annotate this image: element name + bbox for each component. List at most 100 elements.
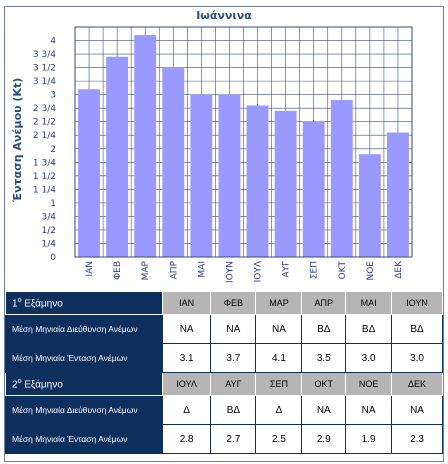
bar	[190, 94, 213, 257]
y-tick-label: 2 3/4	[33, 104, 56, 114]
intensity-cell: 4.1	[255, 343, 303, 373]
month-header: ΙΑΝ	[161, 291, 212, 315]
intensity-cell: 2.7	[210, 424, 257, 454]
month-header: ΜΑΙ	[345, 291, 393, 315]
y-tick-label: 3 1/2	[33, 64, 56, 74]
y-tick-label: 1 1/4	[33, 185, 56, 195]
y-tick-label: 1	[50, 199, 56, 209]
month-header: ΣΕΠ	[255, 372, 303, 396]
sem2-label: 2ο Εξάμηνο	[5, 372, 163, 396]
y-tick-label: 2	[50, 145, 56, 155]
direction-cell: Δ	[255, 395, 303, 425]
x-tick-label: ΙΟΥΛ	[254, 260, 264, 282]
x-tick-label: ΑΥΓ	[282, 261, 292, 278]
bar	[246, 105, 269, 258]
y-axis-label: Ένταση Ανέμου (Kt)	[11, 78, 24, 203]
bar	[330, 100, 353, 257]
x-tick-label: ΜΑΙ	[197, 261, 207, 278]
x-tick-label: ΙΟΥΝ	[225, 261, 235, 283]
x-tick-label: ΙΑΝ	[85, 261, 95, 277]
x-tick-label: ΣΕΠ	[310, 261, 320, 279]
direction-label: Μέση Μηνιαία Διεύθυνση Ανέμων	[5, 314, 163, 344]
direction-cell: ΒΔ	[345, 314, 393, 344]
y-tick-label: 3 1/4	[33, 77, 56, 87]
direction-cell: ΝΑ	[210, 314, 257, 344]
y-tick-label: 0	[50, 253, 56, 263]
sem2-intensity-row: Μέση Μηνιαία Ένταση Ανέμων 2.8 2.7 2.5 2…	[5, 424, 443, 454]
bars	[78, 35, 409, 258]
x-tick-label: ΑΠΡ	[169, 260, 179, 279]
intensity-label: Μέση Μηνιαία Ένταση Ανέμων	[5, 343, 163, 373]
x-tick-label: ΔΕΚ	[394, 260, 404, 279]
month-header: ΦΕΒ	[210, 291, 257, 315]
direction-cell: ΒΔ	[391, 314, 443, 344]
x-ticks: ΙΑΝ ΦΕΒ ΜΑΡ ΑΠΡ ΜΑΙ ΙΟΥΝ ΙΟΥΛ ΑΥΓ ΣΕΠ ΟΚΤ ΝΟΕ ΔΕΚ	[85, 260, 404, 283]
bar	[358, 154, 381, 257]
direction-cell: ΝΑ	[391, 395, 443, 425]
direction-cell: ΝΑ	[345, 395, 393, 425]
sem1-direction-row: Μέση Μηνιαία Διεύθυνση Ανέμων ΝΑ ΝΑ ΝΑ Β…	[5, 314, 443, 344]
sem2-header-row: 2ο Εξάμηνο ΙΟΥΛ ΑΥΓ ΣΕΠ ΟΚΤ ΝΟΕ ΔΕΚ	[5, 372, 443, 396]
bar	[387, 132, 409, 257]
sem1-sup: ο	[17, 296, 22, 304]
month-header: ΟΚΤ	[301, 372, 347, 396]
y-tick-label: 3	[50, 91, 56, 101]
sem1-text: Εξάμηνο	[21, 298, 63, 310]
chart-title: Ιωάννινα	[196, 9, 252, 22]
plot-border	[74, 26, 413, 258]
sem2-text: Εξάμηνο	[21, 379, 63, 391]
month-header: ΜΑΡ	[255, 291, 303, 315]
month-header: ΙΟΥΛ	[161, 372, 212, 396]
month-header: ΝΟΕ	[345, 372, 393, 396]
y-tick-label: 4	[50, 37, 56, 47]
month-header: ΑΠΡ	[301, 291, 347, 315]
month-header: ΑΥΓ	[210, 372, 257, 396]
bar	[274, 110, 297, 257]
sem1-num: 1	[12, 298, 18, 310]
sem2-num: 2	[12, 379, 18, 391]
direction-cell: ΝΑ	[301, 395, 347, 425]
bar	[302, 121, 325, 258]
y-tick-label: 1/4	[42, 239, 57, 249]
direction-cell: ΒΔ	[301, 314, 347, 344]
x-tick-label: ΜΑΡ	[141, 260, 151, 280]
bar-chart: Ιωάννινα Ένταση Ανέμου (Kt) 0 1/4 1/2 3/4 1 1…	[11, 9, 413, 283]
month-header: ΔΕΚ	[391, 372, 443, 396]
bar	[106, 56, 129, 257]
y-tick-label: 2 1/2	[33, 118, 56, 128]
bar	[218, 94, 241, 257]
y-tick-label: 1/2	[42, 226, 56, 236]
bar	[134, 35, 157, 257]
direction-cell: ΒΔ	[210, 395, 257, 425]
sem2-direction-row: Μέση Μηνιαία Διεύθυνση Ανέμων Δ ΒΔ Δ ΝΑ …	[5, 395, 443, 425]
direction-label: Μέση Μηνιαία Διεύθυνση Ανέμων	[5, 395, 163, 425]
bar	[78, 89, 100, 257]
direction-cell: Δ	[161, 395, 212, 425]
intensity-cell: 3.5	[301, 343, 347, 373]
y-tick-label: 1 3/4	[33, 158, 56, 168]
y-tick-label: 2 1/4	[33, 131, 56, 141]
intensity-cell: 2.9	[301, 424, 347, 454]
intensity-cell: 2.3	[391, 424, 443, 454]
bar	[162, 67, 185, 258]
intensity-cell: 3.7	[210, 343, 257, 373]
data-table: 1ο Εξάμηνο ΙΑΝ ΦΕΒ ΜΑΡ ΑΠΡ ΜΑΙ ΙΟΥΝ Μέση…	[5, 291, 443, 454]
sem1-header-row: 1ο Εξάμηνο ΙΑΝ ΦΕΒ ΜΑΡ ΑΠΡ ΜΑΙ ΙΟΥΝ	[5, 291, 443, 315]
intensity-cell: 3.1	[161, 343, 212, 373]
intensity-cell: 3.0	[391, 343, 443, 373]
y-tick-label: 3 3/4	[33, 50, 56, 60]
direction-cell: ΝΑ	[161, 314, 212, 344]
x-tick-label: ΝΟΕ	[366, 261, 376, 281]
x-tick-label: ΟΚΤ	[338, 260, 348, 279]
intensity-cell: 1.9	[345, 424, 393, 454]
x-tick-label: ΦΕΒ	[113, 261, 123, 280]
sem1-label: 1ο Εξάμηνο	[5, 291, 163, 315]
intensity-cell: 3.0	[345, 343, 393, 373]
y-tick-label: 3/4	[42, 212, 57, 222]
month-header: ΙΟΥΝ	[391, 291, 443, 315]
sem2-sup: ο	[17, 377, 22, 385]
intensity-cell: 2.8	[161, 424, 212, 454]
intensity-cell: 2.5	[255, 424, 303, 454]
y-tick-label: 1 1/2	[33, 172, 56, 182]
intensity-label: Μέση Μηνιαία Ένταση Ανέμων	[5, 424, 163, 454]
